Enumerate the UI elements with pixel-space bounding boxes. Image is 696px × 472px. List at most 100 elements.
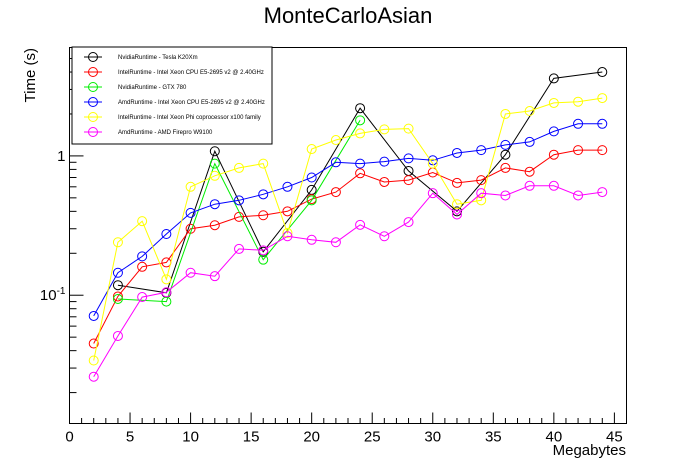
data-point (112, 267, 123, 278)
data-point (524, 136, 535, 147)
data-point (209, 199, 220, 210)
data-point (209, 271, 220, 282)
data-point (258, 210, 269, 221)
data-point (306, 172, 317, 183)
data-point (427, 158, 438, 169)
series-line (93, 123, 603, 317)
data-point (209, 170, 220, 181)
y-axis-label: Time (s) (22, 48, 39, 102)
data-point (88, 338, 99, 349)
data-point (524, 106, 535, 117)
data-point (548, 180, 559, 191)
data-point (573, 145, 584, 156)
data-point (355, 219, 366, 230)
legend-marker (88, 112, 98, 122)
data-point (548, 73, 559, 84)
data-point (185, 267, 196, 278)
legend-entry: NvidiaRuntime - GTX 780 (118, 85, 187, 91)
data-point (597, 118, 608, 129)
data-point (597, 187, 608, 198)
data-point (355, 168, 366, 179)
y-tick-label: 1 (57, 148, 65, 165)
data-point (573, 190, 584, 201)
legend-marker (88, 97, 98, 107)
data-point (330, 157, 341, 168)
data-point (330, 237, 341, 248)
data-point (597, 93, 608, 104)
series-line (93, 97, 603, 361)
legend-marker (88, 52, 98, 62)
legend-entry: IntelRuntime - Intel Xeon CPU E5-2695 v2… (118, 70, 264, 76)
data-point (137, 251, 148, 262)
legend-entry: NvidiaRuntime - Tesla K20Xm (118, 55, 198, 61)
data-point (573, 118, 584, 129)
legend-marker (88, 67, 98, 77)
series-5 (88, 93, 608, 366)
x-tick-label: 0 (65, 429, 73, 446)
data-point (597, 145, 608, 156)
x-tick-label: 30 (424, 429, 441, 446)
data-point (209, 158, 220, 169)
data-point (355, 158, 366, 169)
x-tick-label: 20 (303, 429, 320, 446)
x-axis: 0 5 10 15 20 25 30 35 40 45 (65, 412, 627, 446)
legend-box (71, 46, 273, 145)
data-point (355, 115, 366, 126)
data-point (137, 216, 148, 227)
data-point (330, 187, 341, 198)
x-tick-label: 45 (606, 429, 623, 446)
data-point (112, 330, 123, 341)
data-point (500, 108, 511, 119)
data-point (573, 96, 584, 107)
x-tick-label: 15 (243, 429, 260, 446)
x-tick-label: 40 (546, 429, 563, 446)
data-point (88, 355, 99, 366)
data-point (427, 155, 438, 166)
data-point (548, 126, 559, 137)
data-point (500, 162, 511, 173)
x-tick-label: 35 (485, 429, 502, 446)
data-point (379, 124, 390, 135)
data-point (597, 67, 608, 78)
data-point (137, 292, 148, 303)
data-point (209, 146, 220, 157)
data-point (112, 293, 123, 304)
x-tick-label: 10 (182, 429, 199, 446)
data-point (161, 229, 172, 240)
data-point (306, 195, 317, 206)
data-point (403, 217, 414, 228)
data-point (185, 207, 196, 218)
data-point (451, 209, 462, 220)
series-line (93, 149, 603, 344)
data-point (355, 128, 366, 139)
legend: NvidiaRuntime - Tesla K20Xm IntelRuntime … (71, 46, 273, 145)
data-point (282, 231, 293, 242)
series-line (93, 185, 603, 377)
data-point (258, 245, 269, 256)
data-point (451, 199, 462, 210)
legend-entry: AmdRuntime - AMD Firepro W9100 (118, 130, 213, 136)
data-point (234, 162, 245, 173)
data-point (137, 261, 148, 272)
data-point (451, 206, 462, 217)
legend-entry: IntelRuntime - Intel Xeon Phi coprocesso… (118, 115, 261, 121)
series-line (117, 120, 361, 303)
data-point (500, 190, 511, 201)
series-4 (88, 118, 608, 321)
data-point (306, 234, 317, 245)
data-point (234, 195, 245, 206)
data-point (476, 175, 487, 186)
series-2 (88, 145, 608, 349)
data-point (306, 144, 317, 155)
series-1 (112, 67, 608, 298)
data-point (234, 243, 245, 254)
data-point (403, 123, 414, 134)
data-point (282, 206, 293, 217)
data-point (282, 181, 293, 192)
y-tick-label: 10-1 (40, 286, 66, 304)
x-tick-label: 5 (126, 429, 134, 446)
series-line (117, 71, 603, 294)
data-point (451, 147, 462, 158)
data-point (476, 145, 487, 156)
data-point (112, 280, 123, 291)
